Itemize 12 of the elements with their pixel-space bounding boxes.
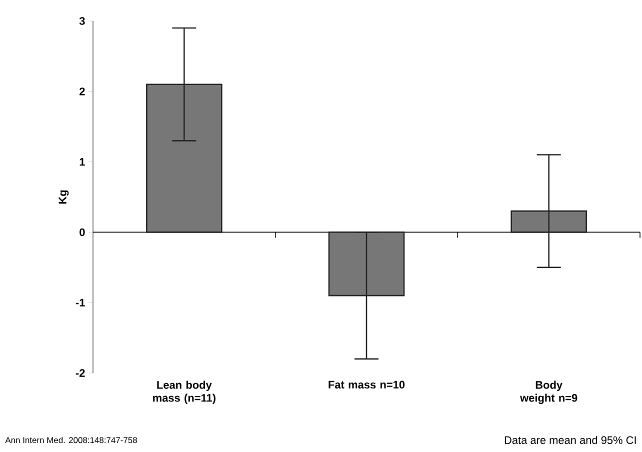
y-tick-label: 0: [80, 228, 85, 236]
x-tick-label: Fat mass n=10: [328, 380, 405, 389]
text: Data are mean and 95% CI: [504, 436, 636, 444]
y-tick-label: 3: [79, 17, 85, 25]
y-tick-label: -2: [76, 369, 85, 377]
y-tick-label: 1: [80, 158, 85, 166]
y-tick-label: -1: [76, 298, 85, 306]
y-axis-title: Kg: [58, 190, 69, 204]
x-tick-label: Lean body mass (n=11): [153, 380, 216, 404]
text: Ann Intern Med. 2008:148:747-758: [5, 436, 137, 444]
x-tick-label: Body weight n=9: [520, 380, 578, 404]
y-tick-label: 2: [80, 88, 85, 96]
